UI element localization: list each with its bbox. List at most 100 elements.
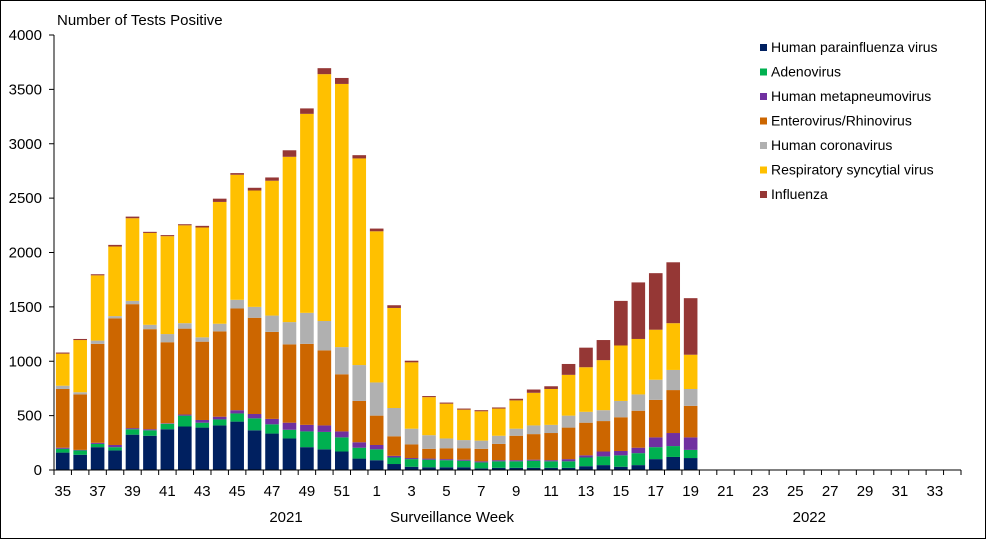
legend-item: Human parainfluenza virus (760, 39, 938, 55)
bar-segment-human-metapneumovirus (596, 451, 611, 457)
bar-segment-adenovirus (404, 459, 419, 467)
bar-segment-respiratory-syncytial-virus (73, 340, 87, 393)
bar-segment-human-parainfluenza-virus (474, 468, 489, 470)
bar-segment-human-metapneumovirus (317, 425, 332, 432)
bar-segment-human-coronavirus (108, 316, 122, 319)
bar-stack-week-41 (160, 235, 175, 470)
bar-segment-human-coronavirus (143, 324, 157, 330)
bar-segment-human-parainfluenza-virus (317, 449, 332, 470)
bar-segment-human-parainfluenza-virus (352, 458, 367, 470)
bar-segment-adenovirus (300, 431, 314, 448)
y-axis-title: Number of Tests Positive (57, 12, 223, 29)
bar-stack-week-43 (195, 225, 210, 470)
bar-segment-respiratory-syncytial-virus (317, 74, 332, 322)
bar-stack-week-12 (561, 363, 576, 470)
bar-segment-adenovirus (579, 457, 593, 467)
bar-segment-human-metapneumovirus (178, 414, 192, 416)
bar-segment-influenza (125, 216, 140, 219)
bar-segment-influenza (579, 347, 593, 368)
bar-segment-human-metapneumovirus (230, 410, 244, 414)
bar-segment-human-coronavirus (247, 306, 262, 318)
bar-segment-human-coronavirus (683, 388, 698, 406)
x-tick-label: 43 (194, 483, 211, 500)
x-axis: 35 37 39 41 43 45 47 49 51 1 3 5 7 9 11 13 15 17 19 21 23 25 2… (53, 469, 962, 500)
bar-segment-human-coronavirus (439, 438, 454, 449)
x-tick-label: 5 (442, 483, 450, 500)
bar-segment-enterovirus-rhinovirus (195, 341, 210, 420)
bar-segment-enterovirus-rhinovirus (265, 331, 279, 419)
bar-segment-human-coronavirus (282, 322, 297, 345)
bar-stack-week-6 (457, 408, 471, 470)
bar-segment-respiratory-syncytial-virus (125, 218, 140, 301)
y-tick-label: 4000 (9, 27, 42, 44)
bar-stack-week-46 (247, 187, 262, 470)
bar-segment-respiratory-syncytial-virus (596, 360, 611, 411)
bar-segment-human-metapneumovirus (73, 449, 87, 451)
y-tick-label: 2500 (9, 190, 42, 207)
bar-segment-enterovirus-rhinovirus (561, 427, 576, 460)
bar-segment-adenovirus (282, 429, 297, 439)
bar-stack-week-11 (544, 386, 558, 470)
bar-segment-influenza (544, 386, 558, 389)
bar-segment-influenza (212, 198, 227, 202)
bar-segment-human-parainfluenza-virus (439, 467, 454, 470)
legend-swatch (760, 191, 767, 198)
legend-label: Human coronavirus (771, 137, 892, 153)
x-tick-label: 15 (613, 483, 630, 500)
bar-segment-human-parainfluenza-virus (178, 426, 192, 470)
bar-stack-week-17 (648, 273, 663, 471)
x-tick-label: 13 (578, 483, 595, 500)
bar-segment-adenovirus (335, 437, 349, 452)
bar-stack-week-15 (614, 300, 628, 470)
bar-segment-human-parainfluenza-virus (631, 465, 646, 470)
bar-segment-influenza (648, 273, 663, 330)
bar-segment-enterovirus-rhinovirus (178, 328, 192, 415)
bar-segment-influenza (195, 225, 210, 228)
bar-segment-human-parainfluenza-virus (387, 464, 401, 470)
legend: Human parainfluenza virus Adenovirus Human… (760, 39, 938, 202)
bar-segment-enterovirus-rhinovirus (666, 390, 681, 434)
x-tick-label: 19 (682, 483, 699, 500)
bar-segment-human-metapneumovirus (143, 429, 157, 431)
bar-segment-human-coronavirus (631, 394, 646, 411)
bar-segment-respiratory-syncytial-virus (352, 158, 367, 366)
bar-stack-week-42 (178, 224, 192, 470)
bar-segment-influenza (73, 338, 87, 341)
bar-segment-enterovirus-rhinovirus (352, 400, 367, 443)
bar-segment-influenza (335, 77, 349, 84)
bar-segment-influenza (631, 282, 646, 339)
bar-stack-week-10 (526, 389, 541, 470)
bar-segment-enterovirus-rhinovirus (404, 444, 419, 459)
legend-label: Adenovirus (771, 64, 841, 80)
bar-segment-human-metapneumovirus (544, 460, 558, 462)
y-axis: 0 500 1000 1500 2000 2500 3000 3500 4000 (9, 27, 55, 479)
bar-segment-influenza (369, 228, 384, 232)
y-tick-label: 500 (17, 408, 42, 425)
legend-swatch (760, 44, 767, 51)
bar-stack-week-7 (474, 410, 489, 470)
bar-segment-human-parainfluenza-virus (335, 451, 349, 470)
bar-segment-adenovirus (369, 449, 384, 461)
bar-segment-adenovirus (317, 431, 332, 450)
x-tick-label: 49 (299, 483, 316, 500)
year-label: 2022 (793, 509, 826, 526)
bar-segment-human-coronavirus (666, 369, 681, 391)
bar-segment-human-metapneumovirus (526, 459, 541, 461)
legend-item: Adenovirus (760, 64, 841, 80)
x-tick-label: 51 (333, 483, 350, 500)
bar-stack-week-16 (631, 282, 646, 470)
bar-segment-human-metapneumovirus (247, 413, 262, 419)
bar-segment-enterovirus-rhinovirus (335, 374, 349, 432)
bar-segment-human-metapneumovirus (561, 459, 576, 462)
bar-segment-respiratory-syncytial-virus (387, 307, 401, 409)
bar-segment-human-metapneumovirus (422, 458, 436, 460)
bar-segment-respiratory-syncytial-virus (439, 403, 454, 439)
bar-segment-respiratory-syncytial-virus (160, 236, 175, 335)
bar-segment-human-metapneumovirus (369, 444, 384, 450)
x-tick-label: 21 (717, 483, 734, 500)
bar-segment-human-parainfluenza-virus (55, 452, 70, 470)
bar-segment-respiratory-syncytial-virus (544, 388, 558, 425)
bar-segment-human-parainfluenza-virus (282, 438, 297, 470)
bar-segment-human-parainfluenza-virus (457, 467, 471, 470)
bar-segment-human-coronavirus (265, 315, 279, 332)
